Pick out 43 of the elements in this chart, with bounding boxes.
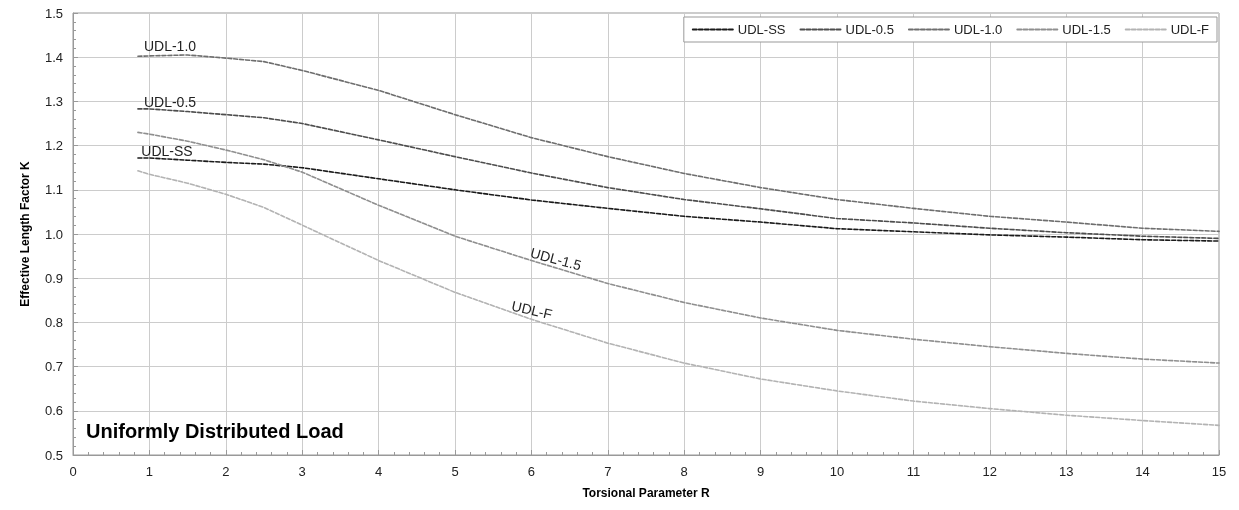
legend-label: UDL-1.5	[1062, 22, 1111, 37]
annotation: UDL-1.5	[528, 244, 584, 274]
y-tick-label: 0.9	[44, 270, 63, 286]
legend-label: UDL-0.5	[845, 22, 894, 37]
x-tick-label: 9	[756, 464, 765, 479]
x-tick-label: 15	[1211, 464, 1227, 479]
annotation: UDL-SS	[141, 143, 193, 159]
y-tick-label: 1.1	[44, 182, 63, 198]
y-tick-label: 1.5	[44, 5, 63, 21]
y-tick-label: 0.5	[44, 447, 63, 463]
legend-label: UDL-SS	[737, 22, 786, 37]
x-tick-label: 11	[906, 464, 921, 479]
y-tick-label: 1.3	[44, 93, 63, 109]
x-tick-label: 1	[145, 464, 154, 479]
line-series	[137, 157, 1220, 242]
x-tick-label: 13	[1058, 464, 1074, 479]
x-tick-label: 5	[451, 464, 459, 479]
y-tick-label: 0.8	[44, 314, 63, 330]
line-series	[137, 108, 1220, 240]
legend-label: UDL-1.0	[953, 22, 1003, 37]
x-tick-label: 7	[604, 464, 612, 479]
y-tick-label: 0.6	[44, 403, 63, 419]
x-axis-title: Torsional Parameter R	[582, 486, 710, 500]
x-tick-label: 0	[69, 464, 77, 479]
y-tick-label: 1.4	[44, 49, 63, 65]
x-tick-label: 14	[1135, 464, 1150, 479]
y-axis-title: Effective Length Factor K	[18, 160, 32, 307]
y-tick-label: 1.2	[44, 138, 63, 154]
x-tick-label: 2	[222, 464, 230, 479]
annotation: Uniformly Distributed Load	[86, 420, 344, 442]
annotation: UDL-1.0	[143, 38, 197, 54]
x-tick-label: 3	[298, 464, 306, 479]
y-tick-label: 1.0	[44, 226, 63, 242]
x-tick-label: 6	[527, 464, 536, 479]
line-series	[137, 54, 1220, 233]
x-tick-label: 10	[829, 464, 845, 479]
x-tick-label: 8	[680, 464, 688, 479]
y-tick-label: 0.7	[44, 359, 63, 375]
x-tick-label: 12	[982, 464, 998, 479]
x-tick-label: 4	[374, 464, 383, 479]
legend-label: UDL-F	[1170, 22, 1210, 37]
annotation: UDL-0.5	[143, 94, 197, 110]
annotation: UDL-F	[510, 297, 554, 323]
